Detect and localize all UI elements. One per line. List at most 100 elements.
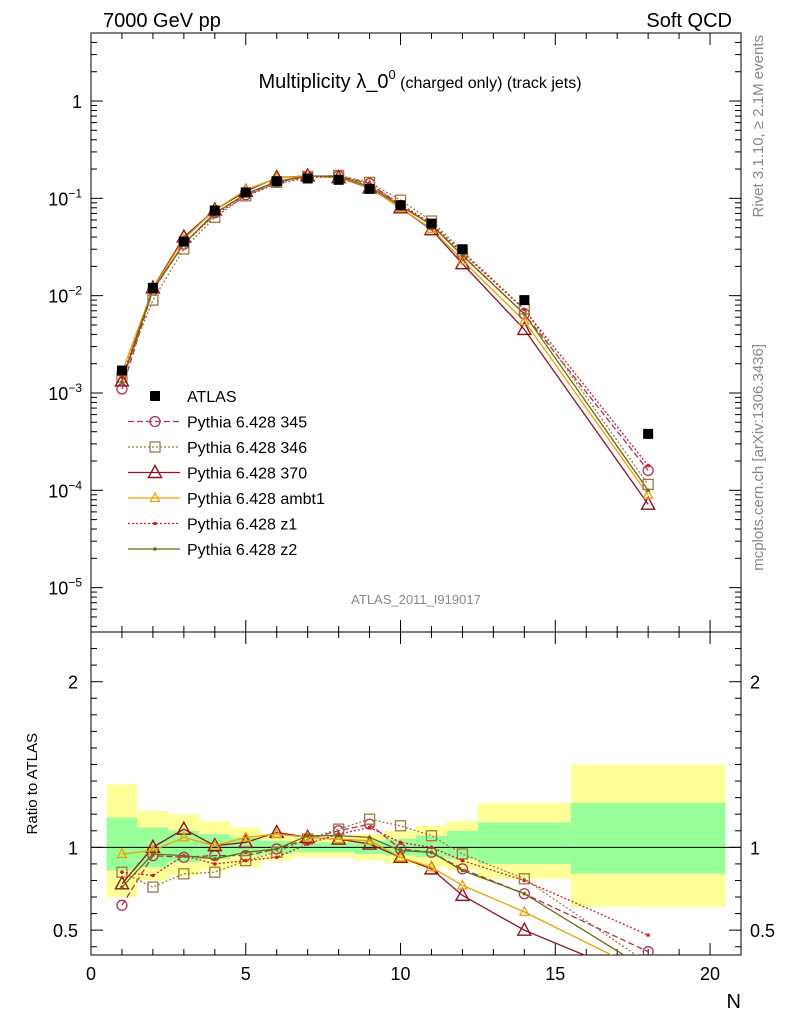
series-markers	[114, 167, 656, 510]
point-atlas	[643, 428, 654, 439]
x-tick-label: 20	[700, 964, 720, 984]
ratio-point-pythia-6-428-ambt1	[363, 834, 376, 845]
point-atlas	[178, 236, 189, 247]
ratio-line-pythia-6-428-z2	[121, 835, 626, 955]
point-atlas	[457, 244, 468, 255]
band-inner-0	[106, 817, 138, 871]
legend-marker-pythia-6-428-ambt1	[149, 491, 161, 503]
ratio-point-pythia-6-428-z1	[305, 842, 310, 846]
ratio-point-pythia-6-428-370	[454, 886, 471, 902]
ratio-uncertainty-bands	[106, 764, 726, 907]
legend-label-pythia-6-428-z1: Pythia 6.428 z1	[187, 517, 297, 534]
ratio-point-pythia-6-428-345	[642, 946, 654, 955]
y-tick-label: 10−2	[48, 284, 82, 307]
ratio-point-pythia-6-428-346	[394, 820, 407, 832]
legend-label-pythia-6-428-z2: Pythia 6.428 z2	[187, 542, 297, 559]
y-tick-label-base: 10	[48, 287, 68, 307]
point-pythia-6-428-z2	[646, 488, 650, 493]
ratio-point-pythia-6-428-z1	[151, 873, 155, 878]
axis-ticks	[90, 32, 742, 955]
rivet-version-label: Rivet 3.1.10, ≥ 2.1M events	[750, 35, 767, 218]
y-tick-label-base: 10	[48, 481, 68, 501]
ratio-point-pythia-6-428-z2	[213, 857, 217, 861]
point-pythia-6-428-z1	[522, 307, 527, 312]
ratio-point-pythia-6-428-ambt1	[456, 879, 469, 890]
band-inner-13	[570, 802, 726, 874]
legend-marker-pythia-6-428-345	[149, 415, 161, 428]
point-atlas	[333, 174, 344, 185]
y-tick-label-exponent: −4	[68, 478, 82, 492]
legend-label-pythia-6-428-346: Pythia 6.428 346	[187, 440, 307, 457]
point-atlas	[364, 183, 375, 194]
ratio-point-pythia-6-428-z2	[243, 850, 248, 855]
point-pythia-6-428-370	[114, 372, 130, 387]
ratio-point-pythia-6-428-ambt1	[116, 847, 128, 859]
legend-marker-pythia-6-428-346	[149, 441, 161, 453]
ratio-point-pythia-6-428-z1	[646, 933, 650, 937]
y-tick-label-exponent: −2	[68, 284, 82, 298]
ratio-panel-frame	[90, 631, 742, 956]
ratio-point-pythia-6-428-ambt1	[240, 831, 252, 842]
point-atlas	[302, 173, 313, 184]
ratio-y-tick-label-left: 1	[68, 838, 78, 858]
ratio-point-pythia-6-428-ambt1	[333, 832, 345, 844]
analysis-id: ATLAS_2011_I919017	[351, 592, 481, 607]
ratio-point-pythia-6-428-ambt1	[425, 860, 438, 872]
x-tick-label: 15	[545, 964, 565, 984]
ratio-point-pythia-6-428-z2	[522, 891, 527, 896]
ratio-y-tick-label-left: 2	[68, 673, 78, 693]
legend-marker-pythia-6-428-370	[147, 464, 163, 479]
ratio-y-tick-label-left: 0.5	[53, 921, 78, 941]
y-tick-label: 10−1	[48, 186, 82, 209]
legend-label-atlas: ATLAS	[187, 389, 237, 406]
legend-label-pythia-6-428-ambt1: Pythia 6.428 ambt1	[187, 491, 325, 508]
ratio-point-pythia-6-428-z1	[274, 855, 279, 860]
legend-label-pythia-6-428-370: Pythia 6.428 370	[187, 466, 307, 483]
point-pythia-6-428-ambt1	[518, 314, 530, 326]
ratio-point-pythia-6-428-z2	[120, 885, 124, 889]
header-category: Soft QCD	[646, 10, 732, 32]
ratio-point-pythia-6-428-346	[425, 830, 438, 842]
ratio-point-pythia-6-428-z1	[460, 858, 465, 863]
point-pythia-6-428-345	[116, 383, 128, 395]
y-tick-label-exponent: −1	[68, 186, 82, 200]
y-tick-label-exponent: −5	[68, 576, 82, 590]
plot-title: Multiplicity λ_00 (charged only) (track …	[258, 67, 581, 93]
ratio-point-pythia-6-428-ambt1	[271, 827, 283, 839]
x-tick-label: 10	[391, 964, 411, 984]
ratio-point-pythia-6-428-345	[518, 888, 530, 900]
point-pythia-6-428-z2	[522, 312, 527, 316]
ratio-point-pythia-6-428-z2	[367, 835, 372, 840]
band-inner-12	[477, 822, 571, 864]
point-atlas	[519, 295, 530, 306]
ratio-y-tick-label-right: 1	[750, 838, 760, 858]
ratio-point-pythia-6-428-346	[147, 881, 159, 893]
ratio-point-pythia-6-428-345	[116, 899, 128, 911]
point-atlas	[395, 200, 406, 211]
ratio-y-tick-label-right: 0.5	[750, 921, 775, 941]
y-tick-label: 10−4	[48, 478, 82, 501]
title-extra: (charged only) (track jets)	[396, 75, 582, 92]
y-tick-label: 1	[72, 92, 82, 112]
point-pythia-6-428-z1	[646, 463, 650, 468]
point-pythia-6-428-ambt1	[456, 253, 469, 265]
point-pythia-6-428-370	[516, 320, 533, 336]
ratio-point-pythia-6-428-z2	[151, 852, 155, 856]
ratio-line-pythia-6-428-ambt1	[121, 833, 613, 955]
y-tick-label-base: 10	[48, 579, 68, 599]
title-superscript: 0	[388, 67, 395, 82]
point-pythia-6-428-370	[640, 495, 656, 510]
point-atlas	[426, 218, 437, 229]
point-atlas	[271, 176, 282, 187]
ratio-point-pythia-6-428-z1	[398, 840, 403, 845]
legend-marker-pythia-6-428-z1	[153, 521, 157, 526]
ratio-point-pythia-6-428-z2	[429, 850, 434, 855]
ratio-point-pythia-6-428-z1	[522, 878, 527, 883]
point-atlas	[116, 365, 127, 376]
ratio-point-pythia-6-428-370	[176, 820, 192, 835]
ratio-point-pythia-6-428-z2	[398, 848, 403, 853]
legend: ATLAS Pythia 6.428 345 Pythia 6.428 346 Pyt…	[128, 389, 325, 559]
legend-label-pythia-6-428-345: Pythia 6.428 345	[187, 415, 307, 432]
